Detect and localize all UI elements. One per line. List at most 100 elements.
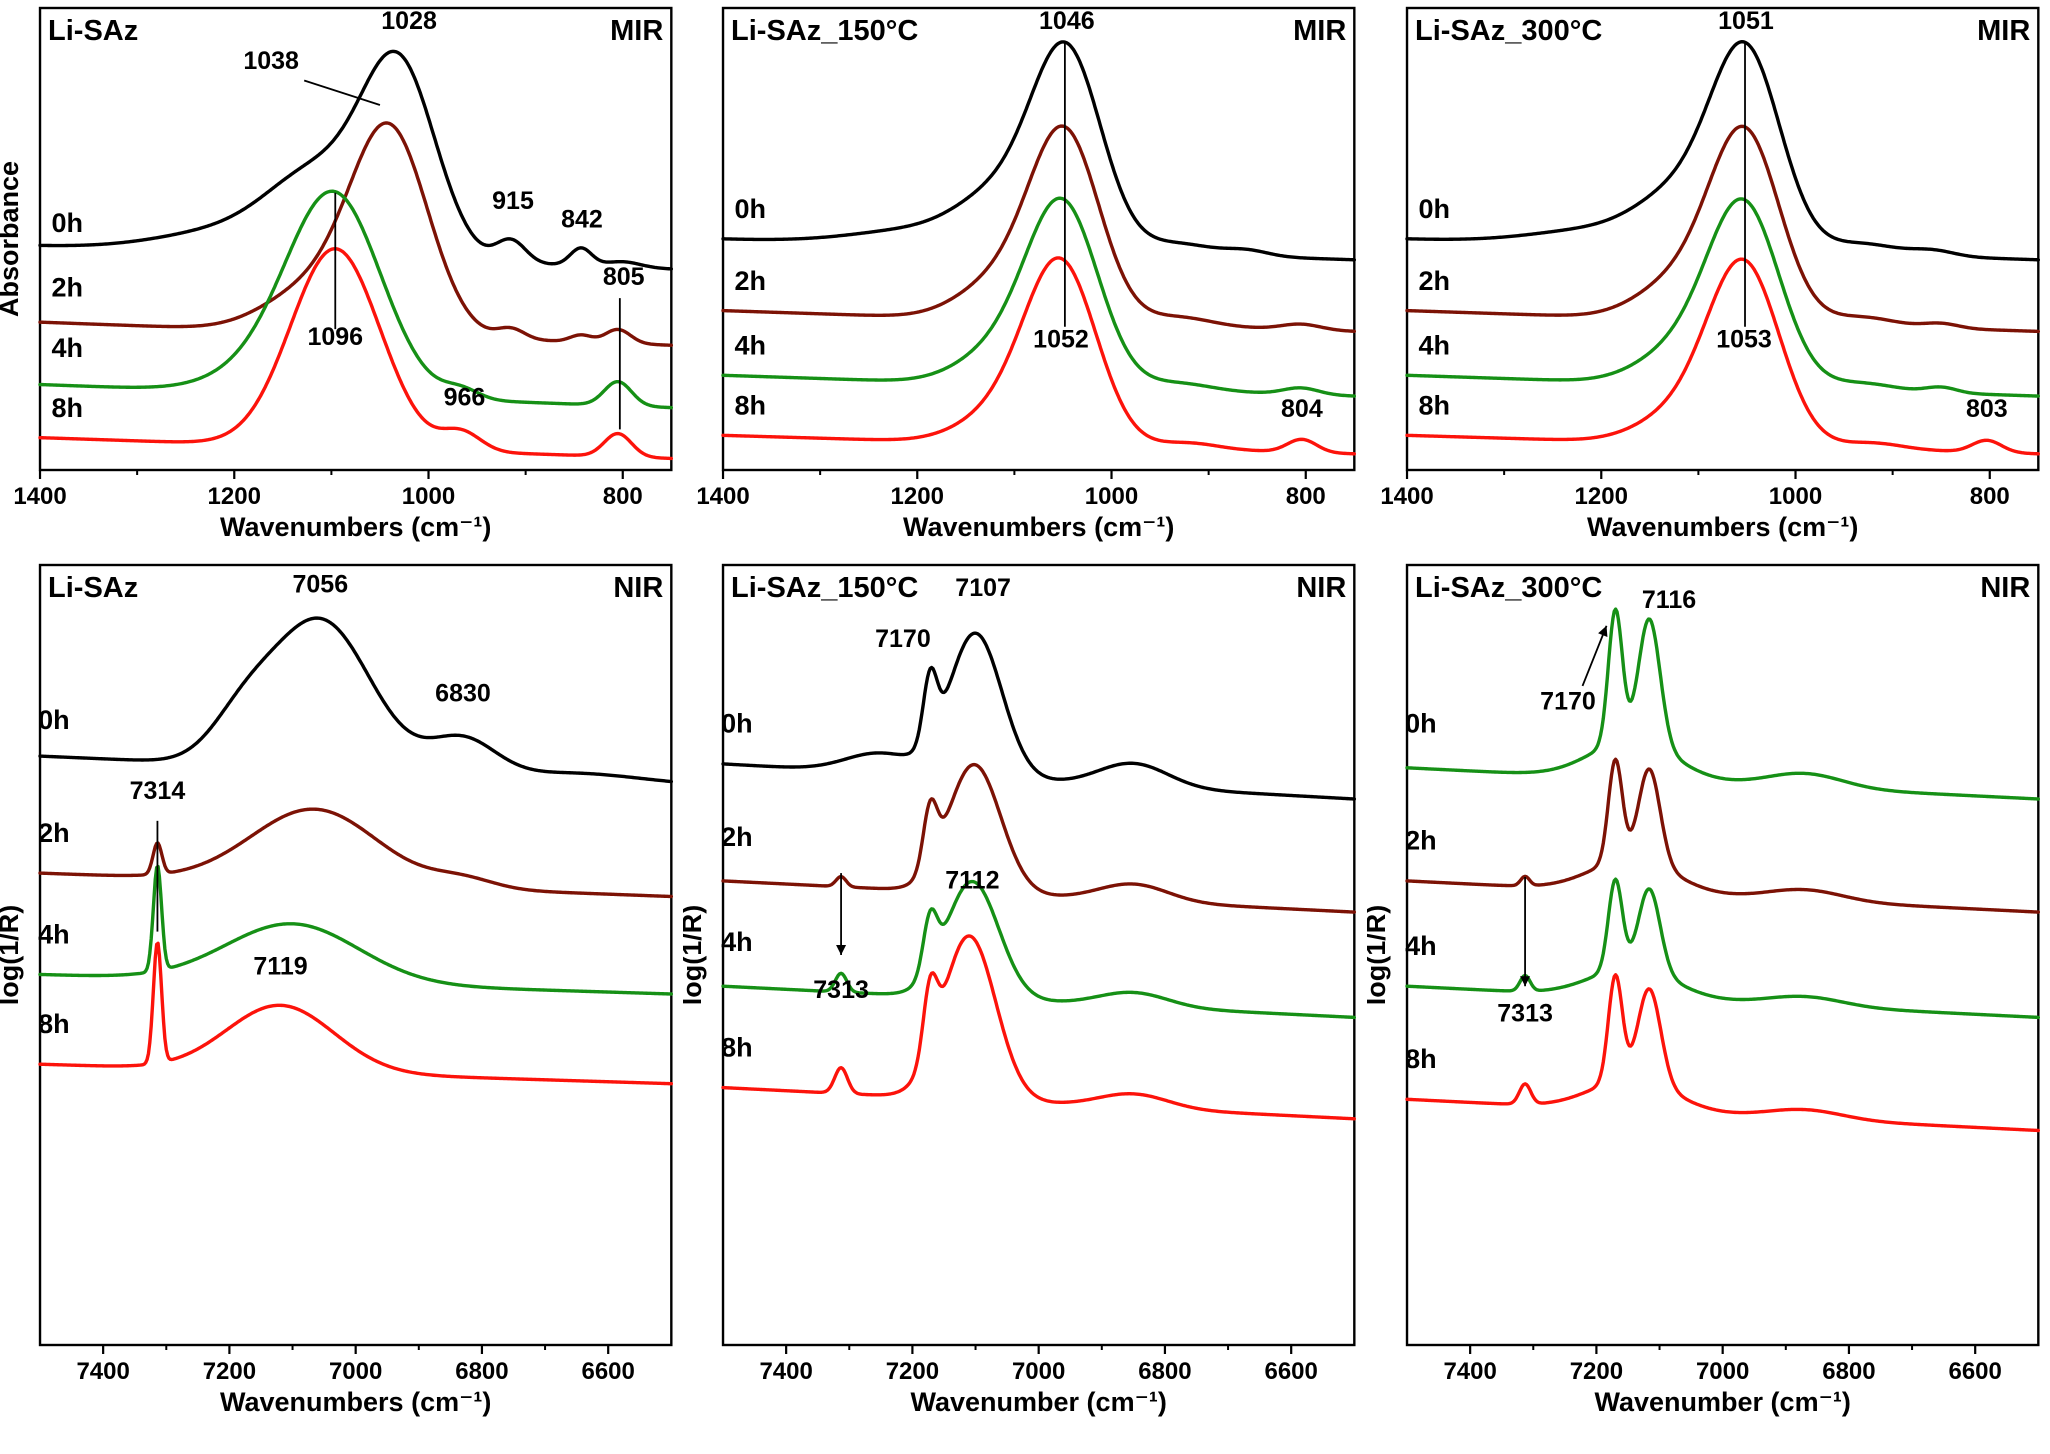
curve-label-2h: 2h bbox=[1405, 826, 1437, 856]
tick-label: 6600 bbox=[581, 1358, 634, 1385]
curve-label-8h: 8h bbox=[1418, 391, 1450, 421]
panel-title: Li-SAz_150°C bbox=[731, 15, 918, 47]
region-label: MIR bbox=[1293, 15, 1346, 47]
peak-annotation: 7119 bbox=[253, 953, 307, 981]
curve-label-0h: 0h bbox=[51, 208, 83, 238]
peak-annotation: 1051 bbox=[1718, 7, 1774, 35]
spectrum-curve-4h bbox=[38, 864, 674, 996]
peak-annotation: 7170 bbox=[875, 625, 931, 653]
y-axis-label: log(1/R) bbox=[0, 905, 24, 1005]
axes-box bbox=[722, 563, 1356, 1347]
tick-label: 800 bbox=[1969, 483, 2009, 510]
peak-annotation: 7107 bbox=[956, 574, 1012, 602]
region-label: NIR bbox=[613, 572, 663, 604]
spectrum-curve-8h bbox=[721, 934, 1357, 1121]
x-axis-label: Wavenumbers (cm⁻¹) bbox=[220, 1387, 491, 1417]
curve-label-0h: 0h bbox=[1418, 194, 1450, 224]
spectrum-curve-2h bbox=[38, 807, 674, 899]
spectrum-curve-4h bbox=[1404, 197, 2040, 398]
spectrum-curve-4h bbox=[38, 189, 674, 410]
curve-label-2h: 2h bbox=[721, 822, 753, 852]
spectrum-curve-4h bbox=[1404, 877, 2040, 1020]
panel-title: Li-SAz bbox=[48, 15, 138, 47]
annotation-line bbox=[1581, 625, 1608, 687]
curve-label-0h: 0h bbox=[721, 709, 753, 739]
mir-li-saz-150-plot: 1400 1200 1000 800 Wavenumbers (cm⁻¹) Li-SAz_… bbox=[697, 7, 1357, 542]
peak-annotation: 966 bbox=[444, 383, 486, 411]
tick-label: 7400 bbox=[76, 1358, 129, 1385]
peak-annotation: 7313 bbox=[1497, 999, 1553, 1027]
curve-label-8h: 8h bbox=[1405, 1044, 1437, 1074]
peak-annotation: 1028 bbox=[381, 7, 437, 35]
panel-mir-li-saz: 1400 1200 1000 800 Wavenumbers (cm⁻¹) Absorba… bbox=[0, 0, 684, 545]
peak-annotation: 805 bbox=[603, 263, 645, 291]
curve-label-4h: 4h bbox=[38, 919, 70, 949]
x-axis-label: Wavenumber (cm⁻¹) bbox=[911, 1387, 1167, 1417]
panel-nir-li-saz: 7400 7200 7000 6800 6600 Wavenumbers (cm⁻¹) lo… bbox=[0, 545, 684, 1454]
curve-label-2h: 2h bbox=[735, 266, 767, 296]
tick-label: 7400 bbox=[1443, 1358, 1496, 1385]
tick-label: 6800 bbox=[1139, 1358, 1192, 1385]
tick-label: 7200 bbox=[886, 1358, 939, 1385]
tick-label: 1400 bbox=[697, 483, 750, 510]
spectrum-curve-0h bbox=[721, 631, 1357, 801]
spectrum-curve-2h bbox=[1404, 757, 2040, 914]
spectrum-curve-8h bbox=[38, 941, 674, 1086]
panel-title: Li-SAz_150°C bbox=[731, 572, 918, 604]
tick-label: 7000 bbox=[1696, 1358, 1749, 1385]
panel-mir-li-saz-300: 1400 1200 1000 800 Wavenumbers (cm⁻¹) Li-SAz_… bbox=[1366, 0, 2050, 545]
peak-annotation: 7313 bbox=[814, 976, 870, 1004]
panel-nir-li-saz-150: 7400 7200 7000 6800 6600 Wavenumber (cm⁻¹) log… bbox=[683, 545, 1367, 1454]
peak-annotation: 1038 bbox=[243, 47, 299, 75]
annotation-line bbox=[303, 79, 381, 106]
axes-box bbox=[1405, 563, 2040, 1347]
peak-annotation: 1053 bbox=[1716, 326, 1772, 354]
tick-label: 6800 bbox=[1822, 1358, 1875, 1385]
mir-li-saz-300-plot: 1400 1200 1000 800 Wavenumbers (cm⁻¹) Li-SAz_… bbox=[1380, 7, 2040, 542]
tick-label: 6600 bbox=[1948, 1358, 2001, 1385]
mir-li-saz-plot: 1400 1200 1000 800 Wavenumbers (cm⁻¹) Absorba… bbox=[0, 6, 674, 542]
peak-annotation: 7116 bbox=[1642, 586, 1696, 614]
peak-annotation: 1046 bbox=[1039, 7, 1095, 35]
x-axis-label: Wavenumbers (cm⁻¹) bbox=[903, 512, 1174, 542]
spectrum-curve-0h bbox=[38, 49, 674, 271]
region-label: MIR bbox=[1977, 15, 2030, 47]
annotation-arrowhead bbox=[1519, 976, 1530, 987]
spectrum-curve-2h bbox=[1404, 124, 2040, 334]
spectrum-curve-4h bbox=[721, 196, 1357, 398]
tick-label: 7200 bbox=[1569, 1358, 1622, 1385]
curve-label-2h: 2h bbox=[51, 273, 83, 303]
panel-nir-li-saz-300: 7400 7200 7000 6800 6600 Wavenumber (cm⁻¹) log… bbox=[1366, 545, 2050, 1454]
curve-label-2h: 2h bbox=[1418, 266, 1450, 296]
tick-label: 1200 bbox=[1574, 483, 1627, 510]
peak-annotation: 1052 bbox=[1034, 326, 1090, 354]
axes-box bbox=[38, 6, 673, 472]
spectrum-curve-8h bbox=[1404, 257, 2040, 456]
peak-annotation: 7056 bbox=[292, 570, 348, 598]
tick-label: 1000 bbox=[1768, 483, 1821, 510]
tick-label: 1200 bbox=[891, 483, 944, 510]
y-axis-label: log(1/R) bbox=[1367, 905, 1391, 1005]
tick-label: 1400 bbox=[1380, 483, 1433, 510]
curve-label-8h: 8h bbox=[735, 391, 767, 421]
tick-label: 1000 bbox=[1085, 483, 1138, 510]
curve-label-4h: 4h bbox=[1405, 931, 1437, 961]
spectrum-curve-2h bbox=[721, 762, 1357, 914]
nir-li-saz-150-plot: 7400 7200 7000 6800 6600 Wavenumber (cm⁻¹) log… bbox=[683, 563, 1357, 1417]
annotation-arrowhead bbox=[836, 945, 847, 955]
curve-label-8h: 8h bbox=[38, 1009, 70, 1039]
spectrum-curve-0h bbox=[38, 616, 674, 784]
curve-label-0h: 0h bbox=[38, 705, 70, 735]
spectrum-curve-2h bbox=[721, 124, 1357, 333]
region-label: NIR bbox=[1297, 572, 1347, 604]
spectrum-curve-0h bbox=[1404, 607, 2040, 801]
panel-title: Li-SAz_300°C bbox=[1415, 572, 1602, 604]
peak-annotation: 7314 bbox=[130, 777, 186, 805]
spectrum-curve-8h bbox=[721, 256, 1357, 456]
tick-label: 1000 bbox=[402, 483, 455, 510]
panel-title: Li-SAz bbox=[48, 572, 138, 604]
curve-label-8h: 8h bbox=[721, 1032, 753, 1062]
nir-li-saz-plot: 7400 7200 7000 6800 6600 Wavenumbers (cm⁻¹) lo… bbox=[0, 563, 674, 1417]
peak-annotation: 804 bbox=[1281, 395, 1323, 423]
